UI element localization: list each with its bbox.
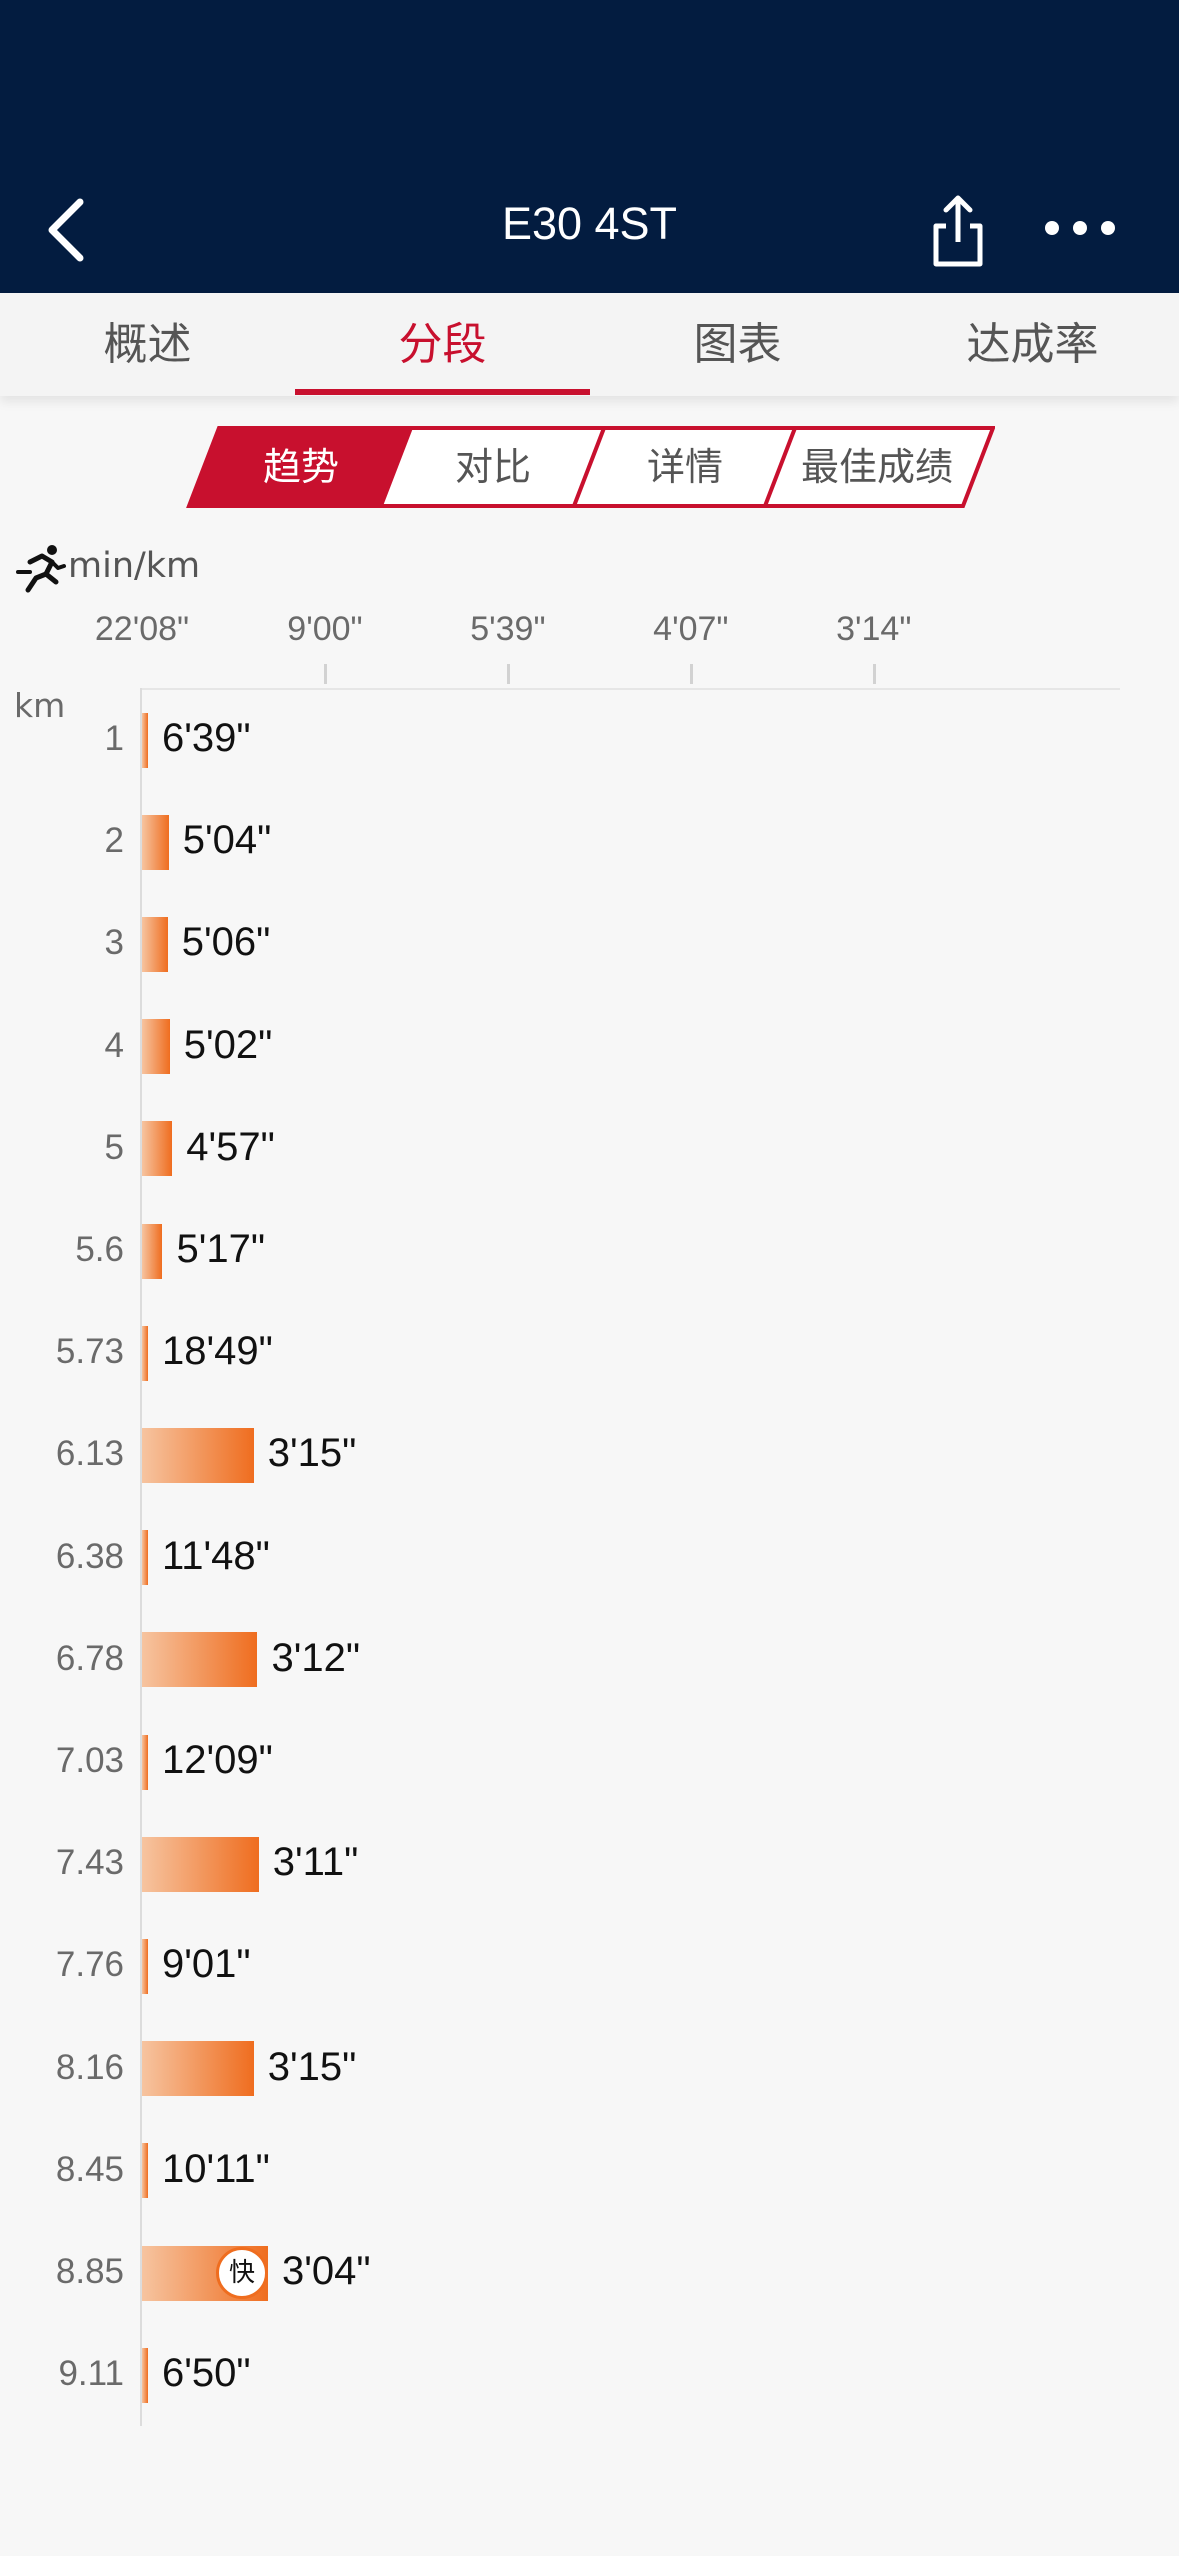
segment-best-results[interactable]: 最佳成绩 bbox=[800, 445, 953, 489]
pace-bar[interactable] bbox=[142, 712, 148, 768]
category-label: 9.11 bbox=[58, 2354, 124, 2394]
category-label: 8.45 bbox=[55, 2149, 124, 2189]
category-label: 2 bbox=[104, 821, 124, 861]
x-tick-label: 5'39" bbox=[470, 610, 546, 648]
more-options-icon[interactable] bbox=[1040, 208, 1120, 248]
pace-bar[interactable] bbox=[142, 2041, 254, 2097]
tab-achievement[interactable]: 达成率 bbox=[966, 319, 1099, 370]
pace-bar[interactable] bbox=[142, 1836, 259, 1892]
pace-value-label: 5'02" bbox=[183, 1022, 273, 1067]
segment-trend[interactable]: 趋势 bbox=[262, 445, 339, 489]
share-icon[interactable] bbox=[928, 190, 988, 270]
pace-value-label: 9'01" bbox=[162, 1942, 251, 1987]
x-tick-mark bbox=[689, 664, 693, 684]
category-label: 5.6 bbox=[75, 1230, 124, 1269]
x-tick-label: 3'14" bbox=[836, 610, 912, 648]
tab-splits[interactable]: 分段 bbox=[398, 319, 487, 370]
km-axis-label: km bbox=[14, 686, 66, 725]
category-label: 7.03 bbox=[55, 1741, 124, 1780]
header-bar: E30 4ST bbox=[0, 0, 1179, 293]
pace-value-label: 3'11" bbox=[272, 1840, 359, 1885]
pace-bar[interactable] bbox=[142, 1019, 170, 1075]
category-label: 6.38 bbox=[55, 1536, 124, 1576]
runner-icon bbox=[16, 542, 68, 594]
pace-bar[interactable] bbox=[142, 1223, 163, 1279]
x-tick-mark bbox=[506, 664, 510, 684]
pace-bar[interactable] bbox=[142, 814, 169, 870]
category-label: 3 bbox=[104, 923, 124, 963]
back-icon[interactable] bbox=[40, 190, 100, 270]
pace-value-label: 11'48" bbox=[162, 1533, 270, 1578]
x-tick-label: 22'08" bbox=[94, 610, 190, 648]
pace-value-label: 18'49" bbox=[162, 1329, 273, 1374]
pace-value-label: 3'15" bbox=[267, 1431, 357, 1476]
pace-value-label: 5'06" bbox=[181, 920, 271, 965]
x-tick-mark bbox=[872, 664, 876, 684]
category-label: 6.78 bbox=[55, 1638, 124, 1678]
pace-bar[interactable] bbox=[142, 1938, 148, 1994]
category-label: 7.76 bbox=[55, 1945, 124, 1985]
pace-bar[interactable] bbox=[142, 1121, 173, 1177]
x-axis-line bbox=[140, 688, 1120, 690]
pace-value-label: 5'04" bbox=[182, 818, 272, 863]
pace-bar[interactable] bbox=[142, 2347, 148, 2403]
segment-control: 趋势 对比 详情 最佳成绩 bbox=[185, 426, 995, 508]
category-label: 4 bbox=[104, 1025, 124, 1065]
pace-unit-label: min/km bbox=[68, 546, 201, 586]
category-label: 5 bbox=[104, 1127, 124, 1167]
pace-value-label: 4'57" bbox=[186, 1124, 275, 1169]
pace-value-label: 12'09" bbox=[162, 1738, 273, 1782]
pace-value-label: 6'50" bbox=[162, 2351, 251, 2396]
tab-charts[interactable]: 图表 bbox=[693, 319, 782, 370]
x-tick-label: 4'07" bbox=[653, 610, 729, 648]
category-label: 6.13 bbox=[55, 1434, 124, 1474]
x-tick-label: 9'00" bbox=[287, 610, 363, 648]
pace-value-label: 5'17" bbox=[176, 1227, 266, 1271]
pace-value-label: 10'11" bbox=[162, 2146, 270, 2191]
fastest-badge: 快 bbox=[215, 2247, 268, 2299]
page-title: E30 4ST bbox=[501, 198, 678, 249]
pace-bar[interactable] bbox=[142, 1325, 148, 1381]
category-label: 8.16 bbox=[55, 2047, 124, 2087]
pace-bar[interactable] bbox=[142, 916, 168, 972]
pace-bar[interactable] bbox=[142, 1530, 148, 1586]
category-label: 8.85 bbox=[55, 2252, 124, 2291]
pace-value-label: 6'39" bbox=[162, 716, 251, 760]
segment-compare[interactable]: 对比 bbox=[454, 445, 531, 489]
segment-details[interactable]: 详情 bbox=[646, 445, 723, 489]
pace-bar[interactable] bbox=[142, 1427, 254, 1483]
pace-bar[interactable] bbox=[142, 1632, 258, 1688]
tab-bar: 概述 分段 图表 达成率 bbox=[0, 293, 1179, 396]
pace-value-label: 3'04" bbox=[281, 2249, 371, 2293]
pace-bar[interactable] bbox=[142, 2143, 148, 2199]
pace-value-label: 3'12" bbox=[271, 1635, 361, 1680]
y-axis-line bbox=[140, 688, 142, 2426]
category-label: 1 bbox=[104, 719, 124, 758]
x-tick-mark bbox=[323, 664, 327, 684]
category-label: 5.73 bbox=[55, 1332, 124, 1372]
pace-value-label: 3'15" bbox=[267, 2044, 357, 2089]
category-label: 7.43 bbox=[55, 1843, 124, 1883]
segment-control-frame bbox=[186, 426, 995, 508]
tab-overview[interactable]: 概述 bbox=[103, 319, 192, 370]
pace-bar[interactable] bbox=[142, 1734, 148, 1790]
active-tab-indicator bbox=[295, 389, 590, 395]
